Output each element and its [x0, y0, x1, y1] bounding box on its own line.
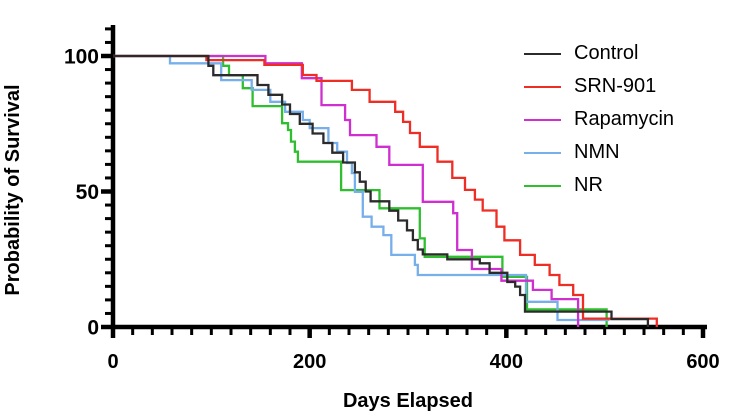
x-tick-label: 400 [490, 351, 523, 373]
series-line-control [113, 54, 650, 327]
legend: Control SRN-901 Rapamycin NMN NR [524, 37, 674, 202]
legend-swatch-rapamycin [524, 118, 561, 121]
x-tick-label: 0 [107, 351, 118, 373]
legend-label-rapamycin: Rapamycin [574, 108, 675, 130]
legend-label-nr: NR [574, 174, 603, 196]
legend-swatch-nmn [524, 151, 561, 154]
legend-label-control: Control [574, 42, 639, 64]
series-line-srn-901 [113, 54, 658, 327]
y-tick-label: 0 [87, 317, 99, 340]
legend-item-nmn: NMN [524, 136, 674, 169]
legend-item-control: Control [524, 37, 674, 70]
x-tick-label: 600 [686, 351, 719, 373]
x-tick-label: 200 [293, 351, 326, 373]
legend-swatch-srn-901 [524, 85, 561, 88]
legend-swatch-control [524, 52, 561, 55]
legend-label-srn-901: SRN-901 [574, 75, 657, 97]
legend-swatch-nr [524, 184, 561, 187]
legend-item-rapamycin: Rapamycin [524, 103, 674, 136]
legend-label-nmn: NMN [574, 141, 620, 163]
series-line-rapamycin [113, 54, 580, 327]
legend-item-srn-901: SRN-901 [524, 70, 674, 103]
legend-item-nr: NR [524, 169, 674, 202]
x-axis-title: Days Elapsed [342, 390, 474, 412]
y-tick-label: 100 [64, 46, 99, 69]
y-axis-title: Probability of Survival [2, 84, 24, 296]
y-tick-label: 50 [76, 181, 99, 204]
